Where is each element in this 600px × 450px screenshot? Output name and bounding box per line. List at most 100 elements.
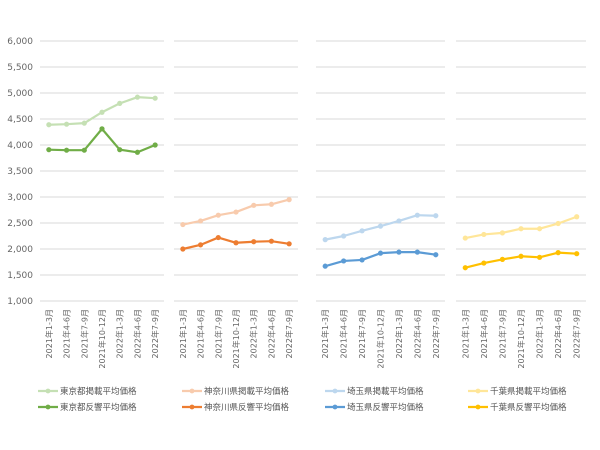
y-tick-label: 5,000 (7, 89, 33, 99)
legend-marker-icon (45, 388, 51, 394)
x-tick-label: 2021年4-6月 (196, 309, 206, 358)
y-tick-label: 1,000 (7, 297, 33, 307)
data-point (499, 256, 506, 262)
x-tick-label: 2021年10-12月 (231, 309, 241, 369)
data-point (215, 212, 221, 218)
data-point (286, 197, 292, 203)
panel-3: 2021年1-3月 2021年4-6月 2021年7-9月 2021年10-12月 20… (316, 40, 445, 413)
legend-marker-icon (189, 404, 195, 410)
x-tick-label: 2021年4-6月 (479, 309, 489, 358)
x-tick-label: 2021年1-3月 (44, 309, 54, 358)
data-point (396, 218, 402, 224)
legend-marker-icon (189, 388, 195, 394)
data-point (81, 147, 87, 153)
data-point (286, 241, 292, 247)
x-tick-label: 2021年7-9月 (497, 309, 507, 358)
legend-label: 東京都反響平均価格 (60, 402, 137, 413)
data-point (99, 109, 105, 115)
x-tick-label: 2022年4-6月 (412, 309, 422, 358)
x-tick-label: 2021年10-12月 (97, 309, 107, 369)
data-point (251, 239, 257, 245)
x-tick-label: 2021年4-6月 (339, 309, 349, 358)
legend-label: 千葉県反響平均価格 (490, 402, 567, 413)
y-tick-label: 4,500 (7, 115, 33, 125)
y-tick-label: 5,500 (7, 63, 33, 73)
y-tick-label: 4,000 (7, 141, 33, 151)
x-tick-label: 2022年7-9月 (431, 309, 441, 358)
data-point (414, 212, 420, 218)
x-tick-label: 2022年7-9月 (150, 309, 160, 358)
data-point (433, 252, 439, 258)
data-point (359, 257, 365, 263)
legend-marker-icon (332, 388, 338, 394)
x-tick-label: 2022年4-6月 (132, 309, 142, 358)
legend-label: 東京都掲載平均価格 (60, 386, 137, 397)
panel-1: 2021年1-3月 2021年4-6月 2021年7-9月 2021年10-12月 20… (38, 40, 164, 413)
data-point (46, 147, 52, 153)
data-point (63, 121, 70, 127)
data-point (180, 221, 186, 228)
x-tick-label: 2021年1-3月 (320, 309, 330, 358)
data-point (233, 240, 239, 246)
data-point (462, 265, 468, 271)
legend-label: 埼玉県反響平均価格 (347, 402, 424, 413)
data-point (197, 218, 204, 224)
x-tick-label: 2022年1-3月 (394, 309, 404, 358)
data-point (63, 147, 70, 153)
data-point (81, 120, 87, 126)
x-tick-label: 2022年1-3月 (115, 309, 125, 358)
data-point (499, 230, 506, 236)
data-point (268, 238, 275, 244)
data-point (341, 258, 347, 264)
data-point (152, 142, 158, 148)
data-point (359, 228, 365, 234)
y-tick-label: 2,500 (7, 219, 33, 229)
data-point (152, 95, 158, 101)
panel-2: 2021年1-3月 2021年4-6月 2021年7-9月 2021年10-12月 20… (174, 40, 298, 413)
data-point (322, 237, 328, 243)
data-point (251, 202, 257, 208)
data-point (197, 242, 204, 248)
data-point (536, 254, 543, 260)
data-point (414, 249, 420, 255)
y-tick-label: 2,000 (7, 245, 33, 255)
legend-marker-icon (475, 388, 481, 394)
data-point (462, 235, 468, 241)
x-tick-label: 2021年7-9月 (79, 309, 89, 358)
data-point (481, 260, 487, 266)
y-tick-label: 1,500 (7, 271, 33, 281)
data-point (233, 209, 239, 215)
legend-label: 埼玉県掲載平均価格 (347, 386, 424, 397)
x-tick-label: 2021年1-3月 (460, 309, 470, 358)
x-tick-label: 2022年1-3月 (249, 309, 259, 358)
x-tick-label: 2022年7-9月 (284, 309, 294, 358)
data-point (433, 213, 439, 219)
x-tick-label: 2021年1-3月 (178, 309, 188, 358)
data-point (180, 246, 186, 252)
legend-label: 神奈川県掲載平均価格 (204, 386, 290, 397)
data-point (481, 231, 487, 238)
data-point (574, 214, 580, 220)
data-point (46, 122, 52, 128)
data-point (341, 233, 347, 239)
x-tick-label: 2021年10-12月 (516, 309, 526, 369)
data-point (268, 201, 275, 207)
legend-marker-icon (332, 404, 338, 410)
x-tick-label: 2022年1-3月 (535, 309, 545, 358)
data-point (215, 234, 221, 241)
x-tick-label: 2021年7-9月 (357, 309, 367, 358)
x-tick-label: 2021年7-9月 (213, 309, 223, 358)
data-point (574, 251, 580, 257)
data-point (377, 223, 384, 229)
data-point (134, 94, 141, 100)
x-tick-label: 2021年4-6月 (62, 309, 72, 358)
x-tick-label: 2022年7-9月 (572, 309, 582, 358)
x-tick-label: 2022年4-6月 (553, 309, 563, 358)
x-tick-label: 2021年10-12月 (376, 309, 386, 369)
legend-marker-icon (45, 404, 51, 410)
legend-label: 神奈川県反響平均価格 (204, 402, 290, 413)
y-tick-label: 3,500 (7, 167, 33, 177)
data-point (117, 100, 123, 106)
data-point (134, 149, 141, 155)
